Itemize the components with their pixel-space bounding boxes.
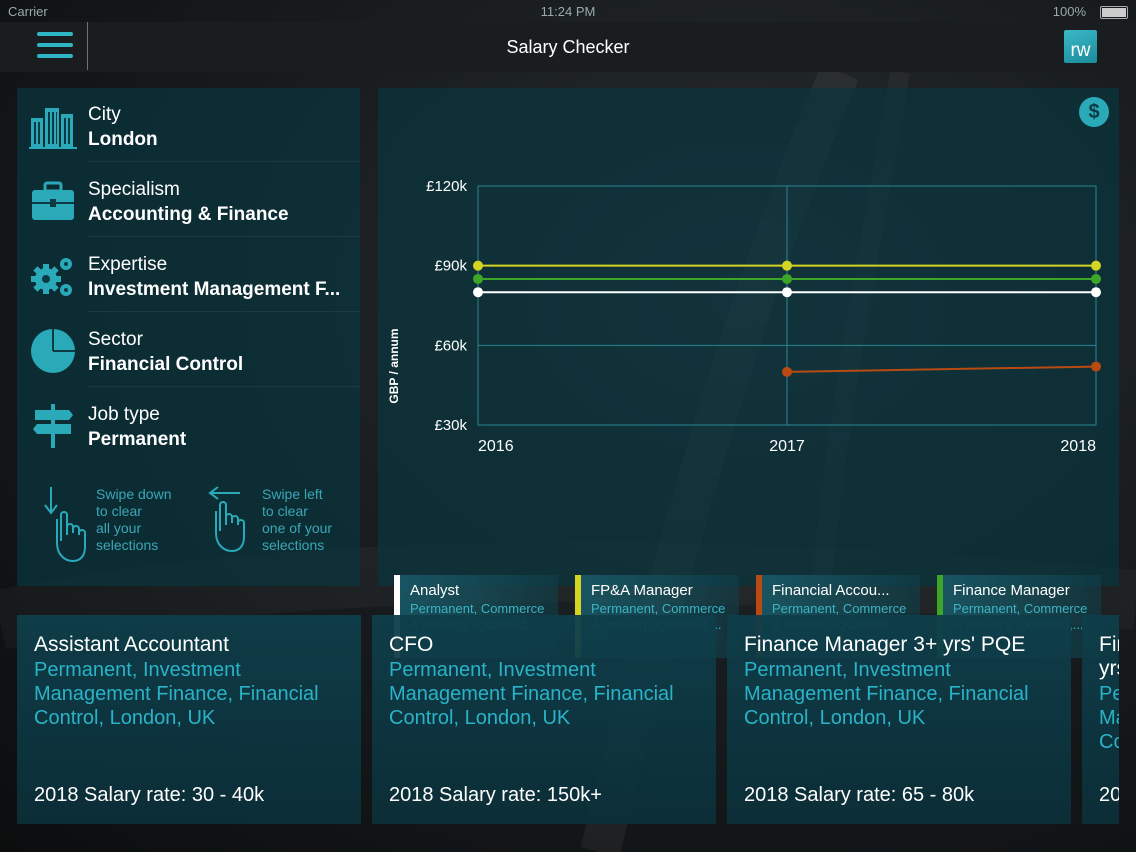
salary-line-chart: £30k £60k £90k £120k 2016 2017 2018 GBP / ann… xyxy=(387,178,1101,455)
selection-specialism[interactable]: Specialism Accounting & Finance xyxy=(17,163,360,237)
navigation-bar: Salary Checker rw xyxy=(0,22,1136,72)
series-line xyxy=(786,365,1097,373)
hint-line: Swipe down xyxy=(96,486,172,502)
hint-line: selections xyxy=(262,537,325,553)
battery-icon xyxy=(1100,6,1128,19)
selection-label: City xyxy=(88,104,121,125)
series-point xyxy=(782,273,792,284)
nav-divider xyxy=(87,22,88,70)
hint-line: all your xyxy=(96,520,142,536)
legend-title: FP&A Manager xyxy=(591,582,693,599)
series-point xyxy=(1091,361,1101,372)
hint-line: Swipe left xyxy=(262,486,323,502)
y-tick-label: £120k xyxy=(426,178,467,195)
hint-line: selections xyxy=(96,537,159,553)
series-point xyxy=(1091,287,1101,298)
selection-label: Job type xyxy=(88,404,160,425)
series-point xyxy=(1091,260,1101,271)
pie-chart-icon xyxy=(31,329,75,373)
selection-value: London xyxy=(88,129,158,150)
hint-line: to clear xyxy=(262,503,308,519)
job-title: Assistant Accountant xyxy=(34,633,229,656)
swipe-down-hand-icon xyxy=(44,487,86,563)
job-title: CFO xyxy=(389,633,434,656)
selection-value: Financial Control xyxy=(88,354,244,375)
y-tick-label: £60k xyxy=(434,337,467,354)
job-card[interactable]: Finance Manager 3+ yrs' PQE Permanent, I… xyxy=(727,615,1071,824)
selection-label: Expertise xyxy=(88,254,168,275)
series-point xyxy=(782,366,792,377)
legend-title: Analyst xyxy=(410,582,460,599)
swipe-down-hint: Swipe down to clear all your selections xyxy=(96,486,172,554)
y-tick-labels: £30k £60k £90k £120k xyxy=(426,178,467,434)
job-card-partial[interactable]: Fin yrs Pe Ma Co 20 xyxy=(1082,615,1119,824)
briefcase-icon xyxy=(32,181,74,220)
y-axis-label: GBP / annum xyxy=(387,328,401,403)
selection-city[interactable]: City London xyxy=(17,88,360,162)
job-salary: 20 xyxy=(1099,784,1119,806)
gears-icon xyxy=(31,258,72,296)
selection-job-type[interactable]: Job type Permanent xyxy=(17,388,360,462)
legend-title: Financial Accou... xyxy=(772,582,890,599)
job-title: Fin yrs xyxy=(1099,633,1119,680)
x-tick-label: 2018 xyxy=(1060,438,1096,455)
buildings-icon xyxy=(29,108,77,149)
x-tick-label: 2017 xyxy=(769,438,805,455)
series-point xyxy=(473,273,483,284)
divider xyxy=(88,386,360,387)
selection-panel: City London Specialism Accounting & Fina… xyxy=(17,88,360,586)
series-point xyxy=(1091,273,1101,284)
job-salary: 2018 Salary rate: 30 - 40k xyxy=(34,784,265,806)
series-point xyxy=(473,260,483,271)
legend-title: Finance Manager xyxy=(953,582,1070,599)
chart-panel: £30k £60k £90k £120k 2016 2017 2018 GBP / ann… xyxy=(378,88,1119,658)
currency-icon[interactable]: $ xyxy=(1079,97,1109,127)
series-point xyxy=(782,287,792,298)
job-salary: 2018 Salary rate: 150k+ xyxy=(389,784,602,806)
job-card[interactable]: Assistant Accountant Permanent, Investme… xyxy=(17,615,361,824)
selection-expertise[interactable]: Expertise Investment Management F... xyxy=(17,238,360,312)
swipe-left-hand-icon xyxy=(208,486,245,553)
logo-text: rw xyxy=(1070,40,1091,61)
carrier-label: Carrier xyxy=(8,4,48,19)
divider xyxy=(88,311,360,312)
hint-line: to clear xyxy=(96,503,142,519)
job-description: Permanent, Investment Management Finance… xyxy=(744,659,1029,729)
signpost-icon xyxy=(33,404,73,448)
job-description: Permanent, Investment Management Finance… xyxy=(389,659,674,729)
job-salary: 2018 Salary rate: 65 - 80k xyxy=(744,784,975,806)
job-description: Pe Ma Co xyxy=(1099,683,1119,753)
series-point xyxy=(782,260,792,271)
selection-value: Permanent xyxy=(88,429,187,450)
job-title: Finance Manager 3+ yrs' PQE xyxy=(744,633,1026,656)
selection-sector[interactable]: Sector Financial Control xyxy=(17,313,360,387)
selection-value: Investment Management F... xyxy=(88,279,341,300)
job-description: Permanent, Investment Management Finance… xyxy=(34,659,319,729)
chart-grid xyxy=(477,185,1097,426)
selection-value: Accounting & Finance xyxy=(88,204,289,225)
y-tick-label: £90k xyxy=(434,258,467,275)
y-tick-label: £30k xyxy=(434,417,467,434)
divider xyxy=(88,161,360,162)
status-bar: Carrier 11:24 PM 100% xyxy=(0,0,1136,22)
selection-label: Specialism xyxy=(88,179,180,200)
brand-logo[interactable]: rw xyxy=(1064,30,1097,63)
job-card[interactable]: CFO Permanent, Investment Management Fin… xyxy=(372,615,716,824)
chart-series xyxy=(473,260,1101,377)
page-title: Salary Checker xyxy=(506,37,630,57)
clock: 11:24 PM xyxy=(540,4,596,19)
battery-percent: 100% xyxy=(1052,4,1086,19)
swipe-left-hint: Swipe left to clear one of your selectio… xyxy=(262,486,332,554)
hamburger-menu-icon[interactable] xyxy=(37,32,73,62)
selection-label: Sector xyxy=(88,329,143,350)
divider xyxy=(88,236,360,237)
series-point xyxy=(473,287,483,298)
x-tick-label: 2016 xyxy=(478,438,514,455)
x-tick-labels: 2016 2017 2018 xyxy=(478,438,1096,455)
hint-line: one of your xyxy=(262,520,333,536)
